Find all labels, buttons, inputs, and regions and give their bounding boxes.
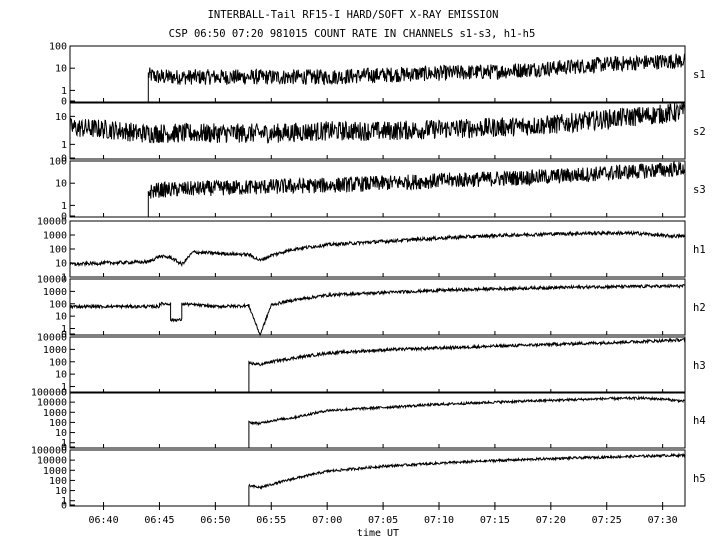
y-tick-label: 100 bbox=[49, 357, 67, 368]
series-line-h3 bbox=[70, 337, 686, 394]
y-tick-label: 10000 bbox=[37, 456, 67, 467]
y-tick-label: 10000 bbox=[37, 217, 67, 228]
y-tick-label: 100 bbox=[49, 42, 67, 53]
panel-frame bbox=[69, 220, 686, 278]
x-tick-label: 07:20 bbox=[536, 515, 566, 526]
x-axis: 06:40 06:45 06:50 06:55 07:00 07:05 07:10 07:15… bbox=[88, 506, 678, 526]
panel-frame bbox=[69, 391, 686, 449]
x-tick-label: 07:05 bbox=[368, 515, 398, 526]
channel-label-h3: h3 bbox=[693, 360, 706, 372]
y-tick-label: 1 bbox=[61, 324, 67, 335]
y-tick-label: 10 bbox=[55, 486, 67, 497]
y-tick-label: 10000 bbox=[37, 333, 67, 344]
series-line-s2 bbox=[69, 102, 686, 144]
y-tick-label: 0 bbox=[61, 501, 67, 512]
channel-label-h4: h4 bbox=[693, 415, 706, 427]
y-tick-label: 100 bbox=[49, 299, 67, 310]
y-tick-label: 1 bbox=[61, 438, 67, 449]
series-line-s1 bbox=[70, 53, 686, 103]
channel-label-s3: s3 bbox=[693, 184, 706, 196]
y-tick-label: 100 bbox=[49, 418, 67, 429]
y-tick-label: 100000 bbox=[31, 446, 67, 457]
y-tick-label: 10 bbox=[55, 312, 67, 323]
x-tick-label: 06:55 bbox=[256, 515, 286, 526]
y-tick-label: 0 bbox=[61, 443, 67, 454]
x-tick-label: 06:45 bbox=[144, 515, 174, 526]
x-tick-label: 07:10 bbox=[424, 515, 454, 526]
y-tick-label: 0 bbox=[61, 212, 67, 223]
chart-title: INTERBALL-Tail RF15-I HARD/SOFT X-RAY EM… bbox=[208, 9, 499, 21]
y-tick-label: 1000 bbox=[43, 345, 67, 356]
panel-frame bbox=[69, 45, 686, 103]
x-tick-label: 06:50 bbox=[200, 515, 230, 526]
y-tick-label: 10 bbox=[55, 112, 67, 123]
x-tick-label: 07:25 bbox=[592, 515, 622, 526]
x-tick-label: 07:00 bbox=[312, 515, 342, 526]
y-tick-label: 10 bbox=[55, 259, 67, 270]
x-axis-label: time UT bbox=[357, 528, 399, 539]
channel-label-h5: h5 bbox=[693, 473, 706, 485]
y-tick-label: 1 bbox=[61, 140, 67, 151]
y-tick-label: 1 bbox=[61, 273, 67, 284]
y-tick-label: 10 bbox=[55, 370, 67, 381]
channel-label-h2: h2 bbox=[693, 302, 706, 314]
y-tick-label: 1000 bbox=[43, 287, 67, 298]
y-tick-label: 0 bbox=[61, 388, 67, 399]
panel-h1: 10000 1000 100 10 1 h1 bbox=[37, 217, 706, 284]
series-line-h1 bbox=[69, 229, 686, 268]
series-line-h5 bbox=[70, 452, 686, 507]
series-line-h4 bbox=[70, 395, 686, 449]
y-tick-label: 1 bbox=[61, 86, 67, 97]
y-tick-label: 0 bbox=[61, 97, 67, 108]
y-tick-label: 1 bbox=[61, 201, 67, 212]
y-tick-label: 100000 bbox=[31, 388, 67, 399]
y-tick-label: 0 bbox=[61, 330, 67, 341]
panel-frame bbox=[69, 336, 686, 394]
x-tick-label: 07:15 bbox=[480, 515, 510, 526]
series-line-h2 bbox=[69, 283, 686, 337]
y-tick-label: 1 bbox=[61, 382, 67, 393]
channel-label-s2: s2 bbox=[693, 126, 706, 138]
y-tick-label: 1000 bbox=[43, 466, 67, 477]
y-tick-label: 100 bbox=[49, 245, 67, 256]
panel-frame bbox=[69, 160, 686, 218]
panels-group: 1001010s11010s21001010s3100001000100101h… bbox=[31, 42, 706, 512]
y-tick-label: 10 bbox=[55, 64, 67, 75]
y-tick-label: 1000 bbox=[43, 408, 67, 419]
y-tick-label: 0 bbox=[61, 154, 67, 165]
chart-subtitle: CSP 06:50 07:20 981015 COUNT RATE IN CHA… bbox=[169, 28, 536, 40]
y-tick-label: 10 bbox=[55, 428, 67, 439]
panel-frame bbox=[69, 278, 686, 336]
y-tick-label: 10000 bbox=[37, 275, 67, 286]
channel-label-s1: s1 bbox=[693, 69, 706, 81]
y-tick-label: 1 bbox=[61, 496, 67, 507]
y-tick-label: 10000 bbox=[37, 398, 67, 409]
x-tick-label: 06:40 bbox=[88, 515, 118, 526]
series-line-s3 bbox=[70, 160, 686, 218]
panel-s1: 100 10 10 s1 bbox=[49, 42, 706, 108]
y-tick-label: 100 bbox=[49, 476, 67, 487]
y-tick-label: 100 bbox=[49, 157, 67, 168]
y-tick-label: 1000 bbox=[43, 231, 67, 242]
panel-frame bbox=[69, 449, 686, 507]
channel-label-h1: h1 bbox=[693, 244, 706, 256]
x-tick-label: 07:30 bbox=[648, 515, 678, 526]
y-tick-label: 10 bbox=[55, 179, 67, 190]
